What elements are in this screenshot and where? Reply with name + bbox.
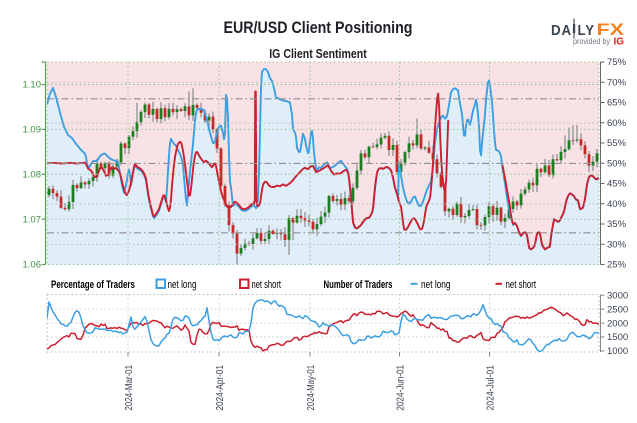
svg-text:2500: 2500 (607, 304, 628, 315)
svg-text:IG: IG (614, 36, 625, 48)
svg-text:2024-May-01: 2024-May-01 (305, 365, 317, 411)
svg-text:55%: 55% (607, 138, 627, 149)
svg-text:1.08: 1.08 (23, 170, 42, 181)
svg-text:1500: 1500 (607, 332, 628, 343)
svg-text:1.07: 1.07 (23, 214, 42, 225)
svg-text:3000: 3000 (607, 290, 628, 301)
svg-text:DA: DA (551, 22, 572, 39)
svg-text:2024-Apr-01: 2024-Apr-01 (214, 365, 226, 411)
svg-text:net short: net short (252, 279, 282, 291)
svg-text:LY: LY (578, 22, 596, 39)
svg-text:2000: 2000 (607, 318, 628, 329)
svg-text:75%: 75% (607, 57, 627, 68)
svg-text:2024-Jul-01: 2024-Jul-01 (485, 365, 497, 411)
svg-text:provided by: provided by (573, 37, 610, 46)
svg-text:45%: 45% (607, 179, 627, 190)
svg-text:FX: FX (597, 21, 625, 39)
svg-text:30%: 30% (607, 239, 627, 250)
svg-text:2024-Jun-01: 2024-Jun-01 (395, 365, 407, 411)
svg-text:40%: 40% (607, 199, 627, 210)
svg-text:EUR/USD Client Positioning: EUR/USD Client Positioning (224, 18, 413, 37)
svg-text:1.09: 1.09 (23, 125, 42, 136)
svg-text:Number of Traders: Number of Traders (324, 279, 393, 291)
svg-text:2024-Mar-01: 2024-Mar-01 (123, 365, 135, 411)
svg-text:1.06: 1.06 (23, 259, 42, 270)
svg-text:IG Client Sentiment: IG Client Sentiment (269, 47, 367, 61)
svg-text:25%: 25% (607, 260, 627, 271)
svg-text:1000: 1000 (607, 346, 628, 357)
svg-text:1.10: 1.10 (23, 80, 42, 91)
svg-text:60%: 60% (607, 118, 627, 129)
svg-text:70%: 70% (607, 77, 627, 88)
svg-text:net long: net long (421, 279, 451, 291)
svg-text:net long: net long (168, 279, 197, 291)
svg-text:65%: 65% (607, 98, 627, 109)
svg-text:net short: net short (506, 279, 537, 291)
svg-text:Percentage of Traders: Percentage of Traders (51, 279, 135, 291)
svg-text:50%: 50% (607, 158, 627, 169)
svg-text:35%: 35% (607, 219, 627, 230)
